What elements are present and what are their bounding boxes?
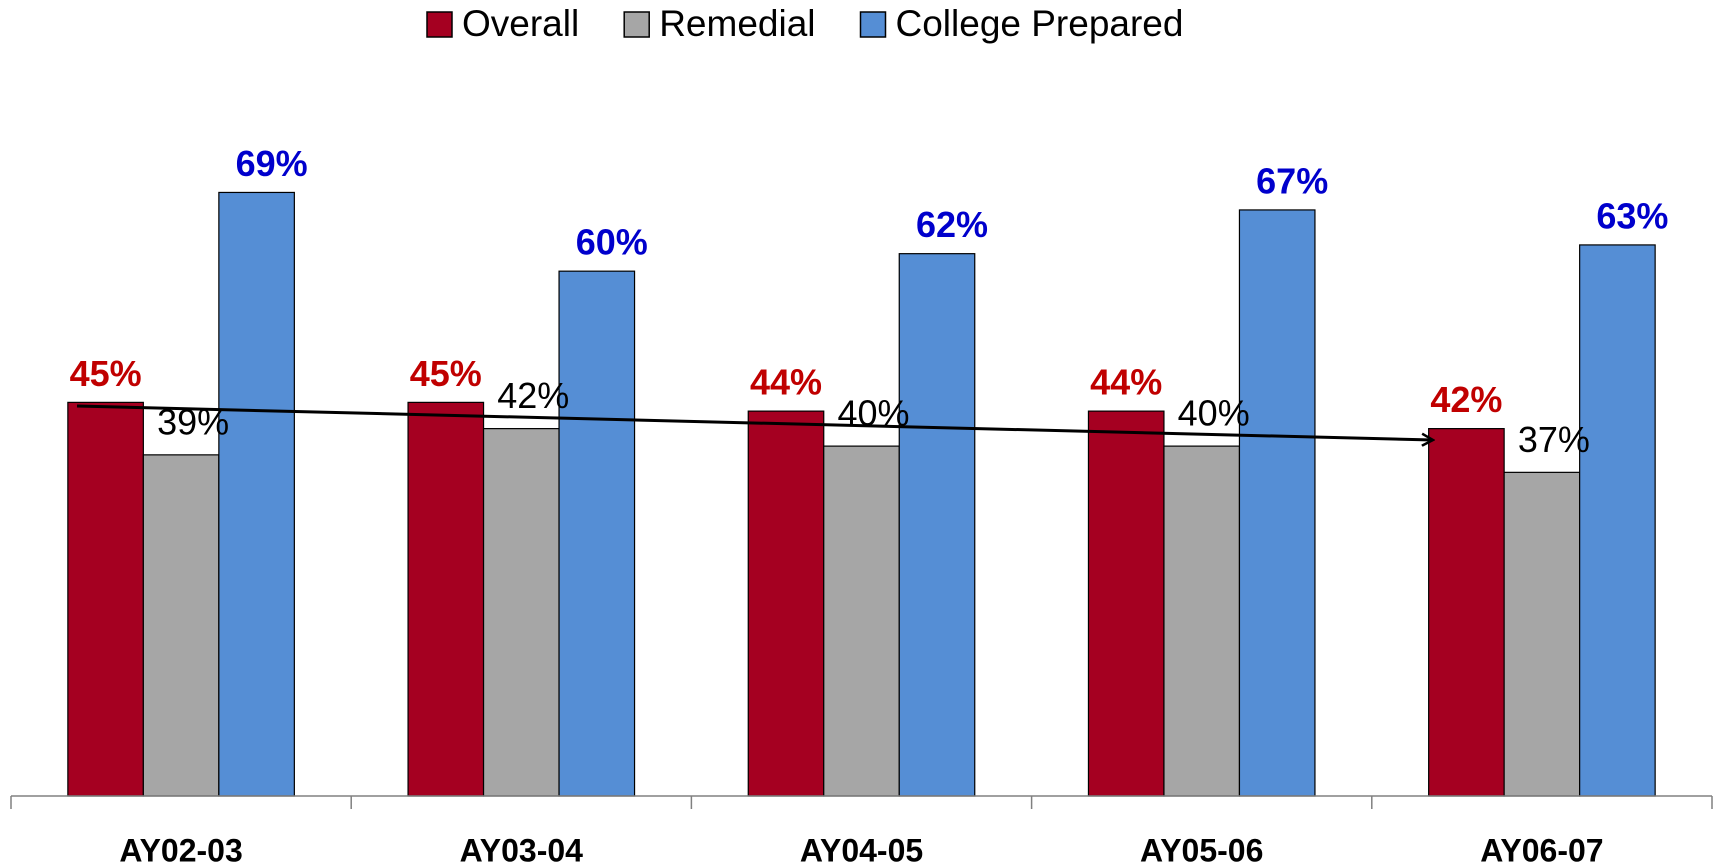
bar [218, 191, 295, 797]
data-label: 37% [1518, 419, 1590, 460]
data-label: 60% [576, 222, 648, 263]
legend-swatch [426, 11, 453, 38]
data-label: 42% [497, 375, 569, 416]
data-label: 69% [236, 143, 308, 184]
trend-arrow [76, 404, 1433, 440]
x-tick-label: AY06-07 [1480, 832, 1603, 868]
x-tick-label: AY02-03 [119, 832, 242, 868]
x-tick-label: AY04-05 [800, 832, 923, 868]
legend-label: Overall [462, 3, 579, 44]
legend-swatch [859, 11, 887, 38]
bar [1503, 471, 1581, 797]
data-label: 42% [1430, 379, 1502, 420]
bar [898, 253, 976, 797]
x-tick-label: AY03-04 [460, 832, 584, 868]
data-label: 44% [750, 362, 822, 403]
bar [407, 401, 485, 797]
bar [747, 410, 825, 797]
bar [142, 454, 220, 797]
bar [67, 401, 144, 797]
x-tick-label: AY05-06 [1140, 832, 1263, 868]
bar [1238, 209, 1316, 797]
data-label: 44% [1090, 362, 1162, 403]
plot [10, 191, 1713, 809]
legend-swatch [623, 11, 650, 38]
bar [1579, 244, 1656, 797]
bar [823, 445, 900, 797]
data-label: 40% [1178, 393, 1250, 434]
bar [482, 428, 560, 797]
data-label: 62% [916, 204, 988, 245]
legend: Overall Remedial College Prepared [426, 3, 1184, 44]
legend-label: College Prepared [896, 3, 1184, 44]
data-label: 63% [1596, 195, 1668, 236]
bar [1163, 445, 1241, 797]
bar [1087, 410, 1165, 797]
legend-label: Remedial [659, 3, 815, 44]
bar [1428, 428, 1505, 797]
data-label: 67% [1256, 160, 1328, 201]
data-label: 45% [70, 353, 142, 394]
bar [558, 270, 636, 797]
data-label: 45% [410, 353, 482, 394]
